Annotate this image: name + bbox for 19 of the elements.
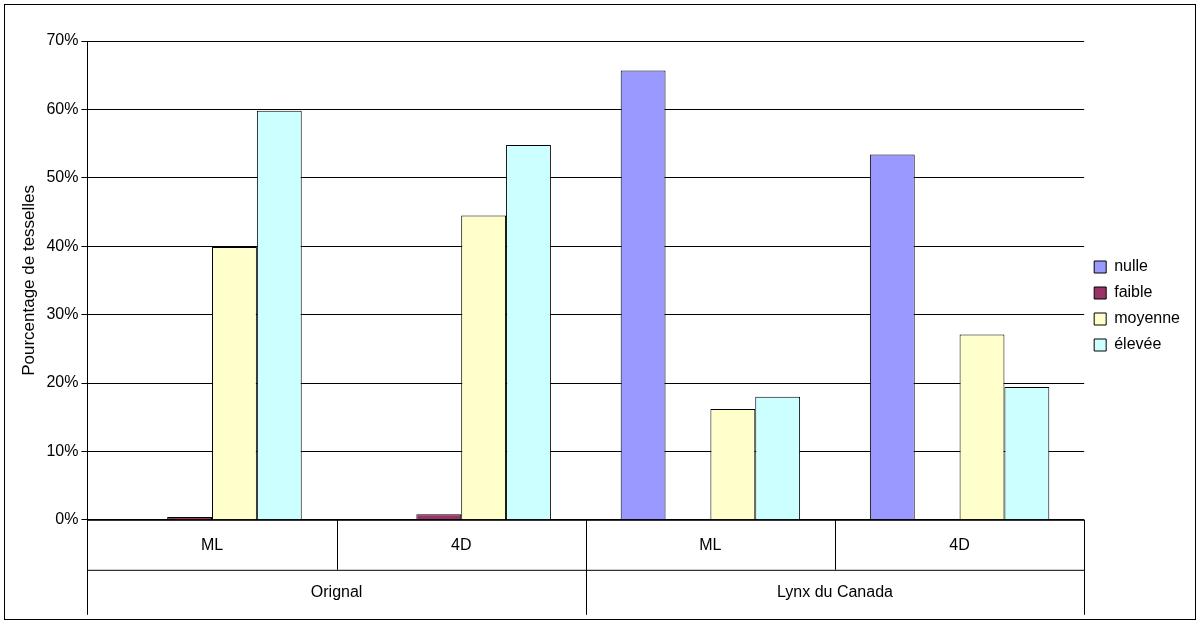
x-tick-label: ML bbox=[200, 535, 224, 553]
text: Lynx du Canada bbox=[777, 583, 894, 601]
y-tick-label: 70% bbox=[46, 31, 79, 49]
y-tick-label: 10% bbox=[46, 441, 79, 459]
legend-label: élevée bbox=[1114, 335, 1162, 353]
x-tick-label: ML bbox=[699, 535, 722, 553]
y-tick-label: 40% bbox=[46, 236, 79, 254]
x-tick-label: 4D bbox=[450, 535, 472, 553]
y-axis-title: Pourcentage de tesselles bbox=[18, 184, 38, 376]
legend-label: moyenne bbox=[1114, 309, 1181, 327]
text: Orignal bbox=[310, 583, 363, 601]
legend-label: nulle bbox=[1114, 257, 1149, 275]
y-tick-label: 20% bbox=[46, 373, 79, 391]
y-tick-label: 60% bbox=[46, 99, 79, 117]
y-tick-label: 50% bbox=[46, 168, 79, 186]
legend-label: faible bbox=[1114, 283, 1153, 301]
x-tick-label: 4D bbox=[949, 535, 970, 553]
y-tick-label: 0% bbox=[55, 510, 79, 528]
y-tick-label: 30% bbox=[46, 305, 79, 323]
